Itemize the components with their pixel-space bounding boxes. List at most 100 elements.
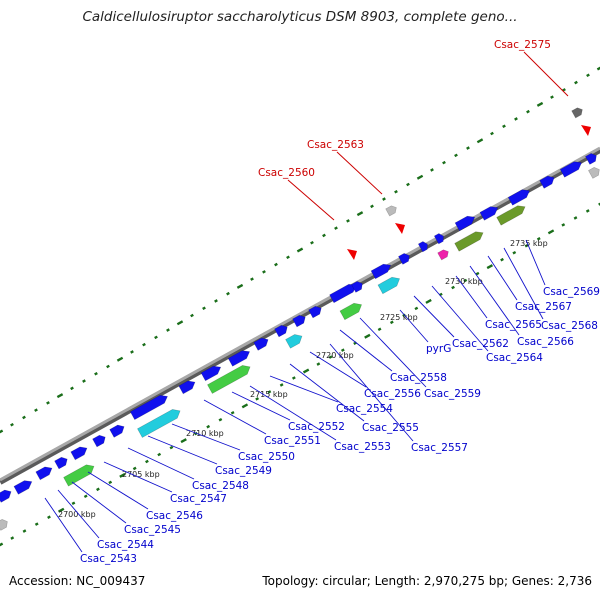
- gene-label: Csac_2568: [541, 320, 598, 332]
- gene-arrow: [433, 233, 444, 245]
- label-leader: [249, 385, 337, 441]
- strand-dots: [0, 65, 600, 548]
- gene-label: pyrG: [426, 343, 451, 355]
- strand-dot: [0, 542, 4, 548]
- strand-dot: [310, 240, 314, 245]
- strand-dot: [585, 209, 590, 213]
- highlight-arrowhead: [581, 125, 591, 136]
- label-leader: [171, 423, 241, 451]
- highlight-leader: [336, 151, 383, 195]
- gene-arrow: [285, 334, 303, 349]
- gene-label: Csac_2562: [452, 338, 509, 350]
- kbp-tick-label: 2735 kbp: [510, 239, 548, 248]
- gene-arrow: [398, 253, 410, 265]
- kbp-tick-label: 2720 kbp: [316, 351, 354, 360]
- strand-dot: [132, 466, 137, 471]
- strand-dot: [190, 313, 194, 318]
- strand-dot: [108, 480, 113, 485]
- strand-dot: [230, 410, 235, 415]
- gene-arrow: [370, 263, 392, 280]
- strand-dot: [550, 95, 554, 99]
- gene-arrow: [585, 153, 597, 165]
- strand-dot: [46, 401, 50, 405]
- label-leaders: [44, 51, 569, 553]
- strand-dot: [524, 243, 529, 248]
- strand-dot: [145, 459, 149, 464]
- gene-label: Csac_2549: [215, 465, 272, 477]
- strand-dot: [10, 536, 15, 540]
- strand-dot: [296, 247, 304, 253]
- gene-arrow: [454, 231, 484, 252]
- strand-dot: [236, 283, 244, 289]
- label-leader: [503, 247, 544, 320]
- strand-dot: [154, 335, 158, 340]
- label-leader: [431, 285, 489, 352]
- gene-arrow: [54, 456, 68, 470]
- strand-dot: [250, 277, 254, 281]
- kbp-tick-label: 2700 kbp: [58, 510, 96, 519]
- kbp-tick-label: 2730 kbp: [445, 277, 483, 286]
- gene-arrow: [479, 206, 499, 221]
- strand-dot: [502, 124, 506, 129]
- strand-dot: [463, 278, 468, 283]
- map-title: Caldicellulosiruptor saccharolyticus DSM…: [82, 9, 518, 25]
- strand-dot: [486, 264, 494, 270]
- gene-arrow: [588, 167, 600, 179]
- strand-dot: [56, 393, 64, 399]
- strand-dot: [547, 229, 555, 235]
- strand-dot: [119, 472, 126, 478]
- gene-arrow: [137, 409, 181, 438]
- strand-dot: [526, 109, 530, 114]
- strand-dot: [106, 364, 110, 369]
- label-leader: [525, 239, 546, 286]
- gene-arrow: [178, 380, 196, 395]
- label-leader: [309, 351, 367, 388]
- strand-dot: [573, 216, 578, 220]
- strand-dot: [142, 342, 146, 347]
- highlight-leader: [287, 179, 335, 221]
- label-leader: [329, 343, 414, 442]
- gene-arrow: [339, 302, 363, 321]
- gene-label: Csac_2556: [364, 388, 421, 400]
- gene-arrow: [292, 314, 306, 328]
- gene-label: Csac_2558: [390, 372, 447, 384]
- strand-dot: [340, 348, 345, 352]
- strand-dot: [514, 117, 518, 121]
- strand-dot: [180, 438, 187, 444]
- label-leader: [203, 399, 267, 435]
- label-leader: [231, 391, 291, 421]
- strand-dot: [262, 270, 266, 274]
- gene-label: Csac_2566: [517, 336, 574, 348]
- gene-arrow: [0, 489, 12, 503]
- kbp-tick-label: 2705 kbp: [122, 470, 160, 479]
- strand-dot: [241, 403, 249, 409]
- kbp-ticks: 2700 kbp 2705 kbp 2710 kbp 2715 kbp 2720 kbp…: [58, 239, 548, 519]
- strand-dot: [70, 386, 74, 391]
- gene-arrow: [129, 394, 168, 421]
- strand-dot: [83, 494, 88, 499]
- gene-arrow: [109, 424, 125, 438]
- highlight-label: Csac_2575: [494, 39, 551, 51]
- label-leader: [127, 447, 195, 480]
- gene-arrow: [377, 276, 401, 295]
- gene-label: Csac_2553: [334, 441, 391, 453]
- strand-dot: [328, 355, 333, 359]
- strand-dot: [425, 298, 432, 304]
- strand-dot: [58, 507, 65, 513]
- strand-dot: [34, 408, 38, 412]
- strand-dot: [334, 226, 338, 230]
- kbp-tick-label: 2710 kbp: [186, 429, 224, 438]
- strand-dot: [512, 250, 517, 255]
- highlight-leader: [523, 51, 569, 97]
- strand-dot: [206, 424, 211, 429]
- gene-label: Csac_2548: [192, 480, 249, 492]
- strand-dot: [356, 211, 364, 217]
- label-leader: [487, 255, 518, 301]
- label-leader: [71, 481, 127, 524]
- strand-dot: [226, 291, 230, 296]
- gene-arrow: [35, 466, 53, 481]
- genome-info-text: Topology: circular; Length: 2,970,275 bp…: [262, 574, 592, 588]
- strand-dot: [322, 233, 326, 238]
- gene-arrow: [13, 480, 33, 495]
